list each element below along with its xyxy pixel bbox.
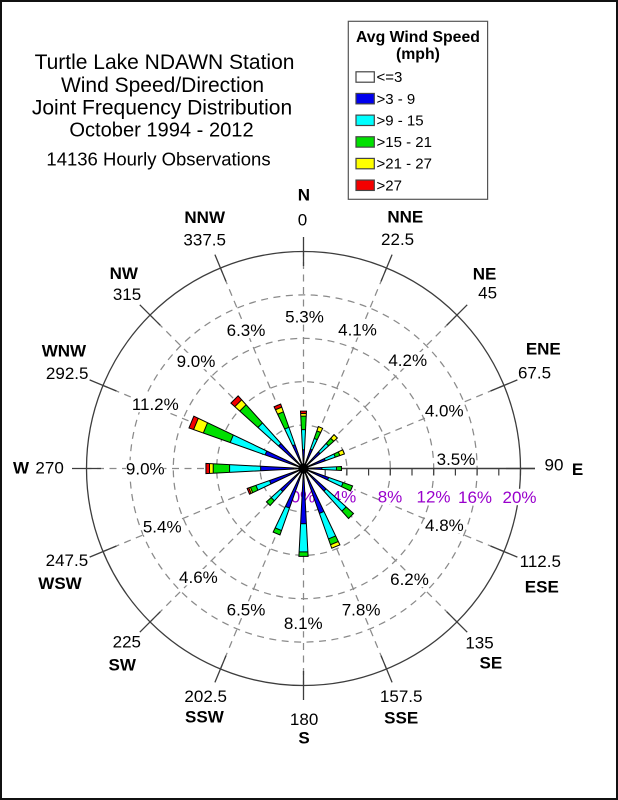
svg-text:292.5: 292.5 xyxy=(46,364,89,383)
svg-text:180: 180 xyxy=(290,710,318,729)
svg-text:>15 - 21: >15 - 21 xyxy=(377,134,432,151)
svg-text:5.4%: 5.4% xyxy=(143,518,182,537)
svg-text:October 1994 - 2012: October 1994 - 2012 xyxy=(69,119,253,141)
svg-text:SW: SW xyxy=(109,656,137,675)
svg-text:315: 315 xyxy=(113,285,141,304)
svg-text:>27: >27 xyxy=(377,177,402,194)
svg-text:NNW: NNW xyxy=(184,208,226,227)
svg-text:225: 225 xyxy=(113,633,141,652)
svg-text:9.0%: 9.0% xyxy=(177,352,216,371)
svg-text:157.5: 157.5 xyxy=(380,687,423,706)
svg-text:20%: 20% xyxy=(502,488,536,507)
svg-text:WSW: WSW xyxy=(38,574,82,593)
svg-text:135: 135 xyxy=(465,634,493,653)
svg-text:11.2%: 11.2% xyxy=(132,395,179,414)
svg-text:S: S xyxy=(298,728,309,747)
svg-text:112.5: 112.5 xyxy=(520,552,561,571)
svg-text:4.6%: 4.6% xyxy=(179,568,218,587)
svg-text:90: 90 xyxy=(545,456,564,475)
svg-text:Wind Speed/Direction: Wind Speed/Direction xyxy=(61,74,264,97)
svg-text:8%: 8% xyxy=(378,487,403,506)
svg-text:WNW: WNW xyxy=(42,342,87,361)
svg-text:202.5: 202.5 xyxy=(184,687,227,706)
svg-text:7.8%: 7.8% xyxy=(342,600,381,619)
svg-text:6.3%: 6.3% xyxy=(227,321,266,340)
svg-text:6.5%: 6.5% xyxy=(227,601,266,620)
svg-text:W: W xyxy=(13,459,30,478)
svg-text:337.5: 337.5 xyxy=(183,231,226,250)
svg-text:4.2%: 4.2% xyxy=(388,351,427,370)
svg-text:67.5: 67.5 xyxy=(518,364,551,383)
svg-text:(mph): (mph) xyxy=(396,46,440,63)
svg-text:22.5: 22.5 xyxy=(381,230,414,249)
svg-text:SE: SE xyxy=(480,653,503,672)
svg-text:>21 - 27: >21 - 27 xyxy=(377,156,432,173)
svg-text:NE: NE xyxy=(473,264,497,283)
svg-text:4.1%: 4.1% xyxy=(338,320,377,339)
svg-text:NNE: NNE xyxy=(387,208,423,227)
svg-text:12%: 12% xyxy=(416,487,450,506)
svg-text:45: 45 xyxy=(478,284,497,303)
svg-text:3.5%: 3.5% xyxy=(437,450,476,469)
svg-text:ENE: ENE xyxy=(526,340,561,359)
svg-text:ESE: ESE xyxy=(525,577,559,596)
svg-text:Turtle Lake NDAWN Station: Turtle Lake NDAWN Station xyxy=(35,51,295,74)
svg-text:8.1%: 8.1% xyxy=(284,614,323,633)
svg-text:270: 270 xyxy=(35,458,63,477)
svg-text:NW: NW xyxy=(110,264,139,283)
svg-text:SSE: SSE xyxy=(384,708,418,727)
svg-text:Avg Wind Speed: Avg Wind Speed xyxy=(356,29,480,46)
svg-text:Joint Frequency Distribution: Joint Frequency Distribution xyxy=(32,97,292,120)
svg-text:<=3: <=3 xyxy=(377,69,403,86)
svg-text:E: E xyxy=(572,460,583,479)
svg-text:5.3%: 5.3% xyxy=(285,307,324,326)
svg-text:6.2%: 6.2% xyxy=(390,570,429,589)
svg-text:16%: 16% xyxy=(458,488,492,507)
svg-text:4.0%: 4.0% xyxy=(425,401,464,420)
svg-text:0: 0 xyxy=(298,211,307,230)
svg-text:4.8%: 4.8% xyxy=(425,516,464,535)
svg-text:9.0%: 9.0% xyxy=(126,459,165,478)
svg-text:>9 - 15: >9 - 15 xyxy=(377,112,424,129)
svg-text:>3 - 9: >3 - 9 xyxy=(377,91,416,108)
svg-text:247.5: 247.5 xyxy=(46,551,89,570)
svg-text:14136 Hourly Observations: 14136 Hourly Observations xyxy=(46,149,270,170)
svg-text:N: N xyxy=(298,186,310,205)
svg-text:SSW: SSW xyxy=(185,708,225,727)
